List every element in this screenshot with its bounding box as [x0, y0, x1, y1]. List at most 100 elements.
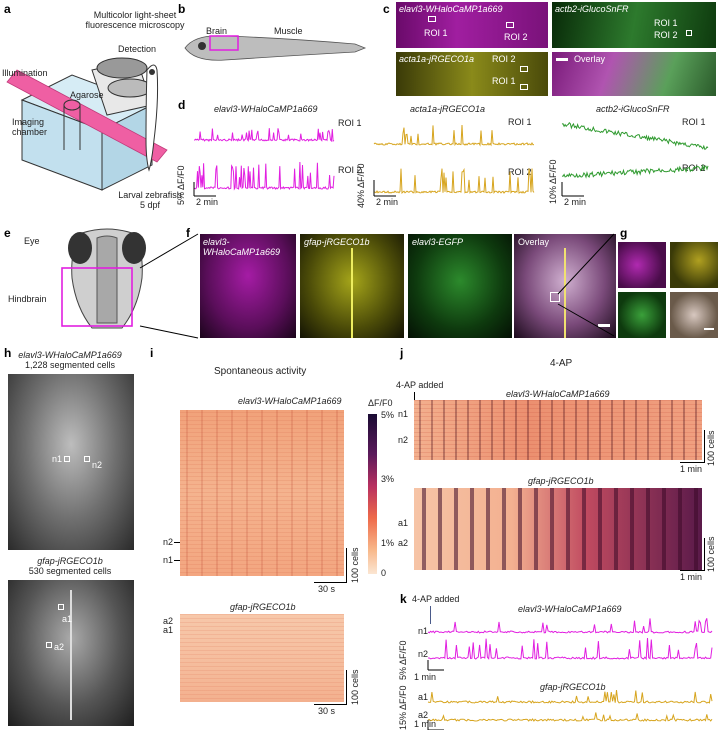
j-bottom-a2: a2	[398, 538, 409, 548]
panel-c-image-overlay: Overlay	[552, 52, 716, 96]
j-top-n2: n2	[398, 435, 409, 445]
panel-k-label: k	[400, 592, 407, 606]
i-bottom-heatmap-title: gfap-jRGECO1b	[230, 602, 296, 612]
illumination-label: Illumination	[2, 68, 48, 78]
scale-bar	[556, 58, 568, 61]
eye-label: Eye	[24, 236, 40, 246]
zoom-lines	[139, 233, 199, 339]
j-title: 4-AP	[550, 358, 573, 369]
d-trace2-title: acta1a-jRGECO1a	[410, 104, 486, 114]
panel-g-image-yellow	[670, 242, 718, 288]
k-bottom-a1: a1	[418, 692, 429, 702]
panel-g-image-magenta	[618, 242, 666, 288]
hindbrain-label: Hindbrain	[8, 294, 47, 304]
panel-f-image-elavl3: elavl3- WHaloCaMP1a669	[200, 234, 296, 338]
fish-label: Larval zebrafish 5 dpf	[118, 190, 182, 210]
k-top-scale-y: 5% ΔF/F0	[398, 640, 408, 680]
h-top-caption: elavl3-WHaloCaMP1a669 1,228 segmented ce…	[18, 350, 122, 370]
k-top-scale-x: 1 min	[414, 672, 437, 682]
j-top-scale-cells: 100 cells	[706, 430, 716, 466]
k-bottom-scale-y: 15% ΔF/F0	[398, 685, 408, 730]
zebrafish-dorsal-view	[61, 228, 146, 329]
roi-box	[520, 84, 528, 90]
i-top-n2: n2	[163, 537, 174, 547]
h-top-image: n1 n2	[8, 374, 134, 550]
d-trace1-scale-x: 2 min	[196, 197, 219, 207]
panel-h-label: h	[4, 346, 12, 360]
i-top-heatmap	[180, 410, 344, 576]
i-bottom-a2: a2	[163, 616, 174, 626]
d-trace3-scale-y: 10% ΔF/F0	[548, 159, 558, 204]
panel-d-label: d	[178, 98, 186, 112]
j-bottom-heatmap-title: gfap-jRGECO1b	[528, 476, 594, 486]
d-trace2-roi2: ROI 2	[508, 167, 532, 177]
j-top-heatmap	[414, 400, 702, 460]
panel-c-image-elavl3: elavl3-WHaloCaMP1a669 ROI 1 ROI 2	[396, 2, 548, 48]
d-trace3-roi1: ROI 1	[682, 117, 706, 127]
muscle-label: Muscle	[274, 26, 303, 36]
panel-a-label: a	[4, 2, 11, 16]
d-trace1-roi1-line	[194, 128, 335, 143]
k-top-plot	[427, 618, 713, 671]
chamber-label: Imaging chamber	[12, 117, 48, 137]
panel-c-image-acta1a: acta1a-jRGECO1a ROI 2 ROI 1	[396, 52, 548, 96]
h-bottom-image: a1 a2	[8, 580, 134, 726]
d-trace1-roi2-line	[193, 161, 335, 191]
d-trace1-title: elavl3-WHaloCaMP1a669	[214, 104, 318, 114]
d-trace3-roi1-line	[561, 122, 709, 151]
d-trace1-roi2: ROI 2	[338, 165, 362, 175]
k-top-n1: n1	[418, 626, 429, 636]
j-bottom-a1: a1	[398, 518, 409, 528]
i-top-scale-cells: 100 cells	[350, 547, 360, 583]
panel-i-label: i	[150, 346, 154, 360]
d-trace3-plot	[561, 122, 709, 197]
d-trace3-title: actb2-iGlucoSnFR	[596, 104, 670, 114]
panel-g-image-green	[618, 292, 666, 338]
panel-j-label: j	[400, 346, 404, 360]
d-trace2-plot	[373, 124, 535, 197]
i-bottom-scale-time: 30 s	[318, 706, 336, 716]
i-colorbar-tick-5: 5%	[381, 410, 395, 420]
panel-a-title: Multicolor light-sheet fluorescence micr…	[85, 10, 185, 30]
scale-bar	[598, 324, 610, 327]
roi-box	[520, 66, 528, 72]
k-bottom-plot	[427, 690, 713, 730]
k-top-n2: n2	[418, 649, 429, 659]
k-bottom-scale-x: 1 min	[414, 719, 437, 729]
d-trace2-scale-y: 40% ΔF/F0	[356, 163, 366, 208]
brain-label: Brain	[206, 26, 228, 36]
i-top-scale-time: 30 s	[318, 584, 336, 594]
j-top-heatmap-title: elavl3-WHaloCaMP1a669	[506, 389, 610, 399]
panel-f-label: f	[186, 226, 190, 240]
i-colorbar	[368, 414, 377, 574]
d-trace2-roi1-line	[373, 124, 535, 147]
d-trace1-plot	[193, 128, 335, 197]
roi-box	[506, 22, 514, 28]
d-trace3-roi2-line	[561, 164, 709, 179]
i-colorbar-label: ΔF/F0	[368, 398, 393, 408]
panel-g-image-overlay	[670, 292, 718, 338]
panel-e-label: e	[4, 226, 11, 240]
panel-c-label: c	[383, 2, 390, 16]
agarose-label: Agarose	[70, 90, 104, 100]
k-bottom-title: gfap-jRGECO1b	[540, 682, 606, 692]
d-trace2-scale-x: 2 min	[376, 197, 399, 207]
panel-c-image-actb2: actb2-iGlucoSnFR ROI 1 ROI 2	[552, 2, 716, 48]
roi-box	[686, 30, 692, 36]
i-colorbar-tick-0: 0	[381, 568, 387, 578]
i-colorbar-tick-1: 1%	[381, 538, 395, 548]
i-top-heatmap-title: elavl3-WHaloCaMP1a669	[238, 396, 342, 406]
panel-f-image-egfp: elavl3-EGFP	[408, 234, 512, 338]
d-trace3-scale-x: 2 min	[564, 197, 587, 207]
i-bottom-heatmap	[180, 614, 344, 702]
k-top-title: elavl3-WHaloCaMP1a669	[518, 604, 622, 614]
microscope-schematic	[6, 57, 168, 191]
i-bottom-a1: a1	[163, 625, 174, 635]
k-bottom-a1-line	[427, 690, 713, 704]
h-bottom-caption: gfap-jRGECO1b 530 segmented cells	[28, 556, 112, 576]
d-trace1-scale-y: 5% ΔF/F0	[176, 165, 186, 205]
i-top-scale-bar	[346, 548, 347, 582]
zoom-lines-g	[557, 233, 615, 337]
j-bottom-scale-time: 1 min	[680, 572, 703, 582]
i-bottom-scale-cells: 100 cells	[350, 669, 360, 705]
